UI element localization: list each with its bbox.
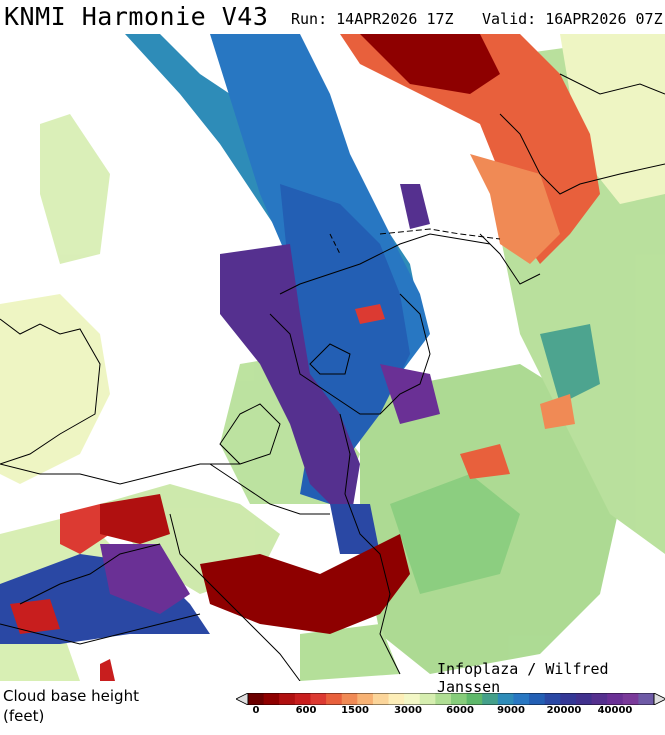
high-cloud-band [0, 34, 440, 644]
tick-label: 3000 [394, 705, 422, 716]
scale-swatch [638, 693, 655, 705]
scale-low-arrow [236, 693, 249, 705]
tick-label: 40000 [597, 705, 633, 716]
color-scale-ticks: 0 600 1500 3000 6000 9000 20000 40000 [0, 705, 665, 719]
cloud-base-map [0, 34, 665, 681]
scale-high-arrow [653, 693, 665, 705]
scale-swatch [341, 693, 358, 705]
legend-title-line2: (feet) [3, 707, 45, 725]
tick-label: 6000 [446, 705, 474, 716]
model-title: KNMI Harmonie V43 [4, 2, 269, 31]
scale-swatch [622, 693, 639, 705]
scale-swatch [466, 693, 483, 705]
scale-swatch [513, 693, 530, 705]
color-scale-bar [236, 693, 665, 705]
scale-swatch [357, 693, 374, 705]
legend-title-line1: Cloud base height [3, 687, 139, 705]
tick-label: 9000 [497, 705, 525, 716]
scale-swatch [419, 693, 436, 705]
legend-title: Cloud base height (feet) [3, 686, 139, 726]
scale-swatch [482, 693, 499, 705]
tick-label: 600 [295, 705, 317, 716]
valid-time: Valid: 16APR2026 07Z [482, 10, 663, 28]
scale-swatch [310, 693, 327, 705]
scale-swatch [529, 693, 546, 705]
tick-label: 20000 [546, 705, 582, 716]
scale-swatch [591, 693, 608, 705]
credit-label: Infoplaza / Wilfred Janssen [437, 660, 609, 696]
scale-swatch [544, 693, 561, 705]
scale-swatch [451, 693, 468, 705]
scale-swatch [404, 693, 421, 705]
scale-swatch [294, 693, 311, 705]
scale-swatch [372, 693, 390, 705]
header: KNMI Harmonie V43 Run: 14APR2026 17Z Val… [0, 0, 665, 34]
coastline [0, 73, 665, 681]
tick-label: 0 [252, 705, 260, 716]
scale-swatch [575, 693, 593, 705]
scale-swatch [388, 693, 405, 705]
scale-border [247, 693, 655, 705]
scale-swatch [435, 693, 452, 705]
scale-swatch [560, 693, 577, 705]
run-time: Run: 14APR2026 17Z [291, 10, 454, 28]
very-low-cloud-field [10, 34, 600, 681]
scale-swatch [326, 693, 343, 705]
tick-label: 1500 [341, 705, 369, 716]
scale-swatch [497, 693, 514, 705]
scale-swatch [263, 693, 280, 705]
scale-swatch [607, 693, 624, 705]
scale-swatch [248, 693, 265, 705]
scale-swatch [279, 693, 296, 705]
